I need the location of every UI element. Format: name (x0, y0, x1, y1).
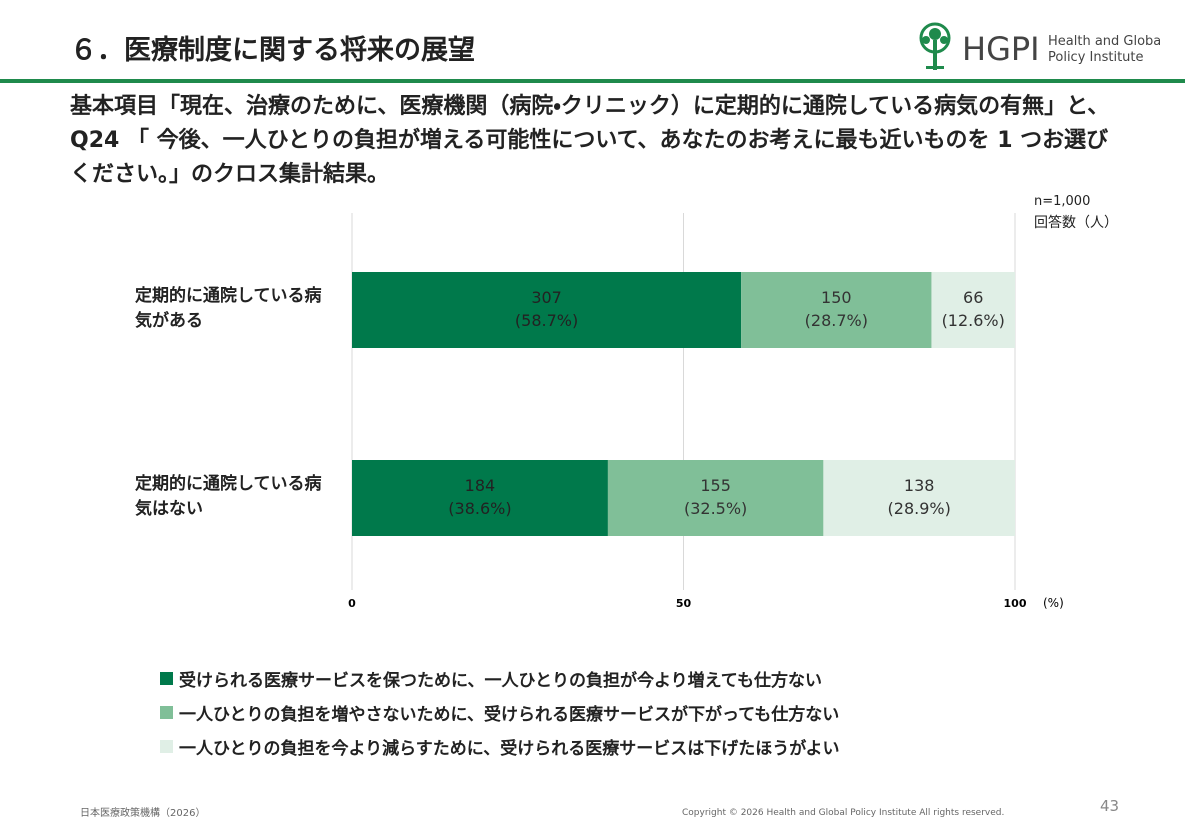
bar-percent-label: (58.7%) (515, 311, 578, 330)
bar-segment (741, 272, 932, 348)
bar-percent-label: (28.7%) (805, 311, 868, 330)
logo: HGPI Health and Global Policy Institute (919, 22, 1160, 70)
unit-note: 回答数（人） (1034, 215, 1118, 231)
bar-segment (352, 272, 742, 348)
logo-name: Health and Global (1048, 34, 1160, 49)
bar-segment (607, 460, 824, 536)
bar-percent-label: (28.9%) (888, 499, 951, 518)
legend-item: 一人ひとりの負担を今より減らすために、受けられる医療サービスは下げたほうがよい (160, 734, 839, 759)
x-axis-unit: (%) (1043, 596, 1064, 610)
logo-tree (919, 22, 951, 70)
sample-note: n=1,000 (1034, 194, 1091, 209)
legend-swatch (160, 740, 173, 753)
footer-org: 日本医療政策機構（2026） (80, 808, 206, 819)
bar-count-label: 307 (531, 288, 562, 307)
slide-title: ６．医療制度に関する将来の展望 (70, 35, 475, 66)
bar-percent-label: (12.6%) (942, 311, 1005, 330)
category-label: 定期的に通院している病気はない (135, 474, 322, 519)
legend-item: 受けられる医療サービスを保つために、一人ひとりの負担が今より増えても仕方ない (160, 666, 822, 691)
bar-count-label: 184 (465, 476, 496, 495)
legend-label: 一人ひとりの負担を増やさないために、受けられる医療サービスが下がっても仕方ない (179, 705, 840, 725)
bar-segment (352, 460, 608, 536)
legend-label: 一人ひとりの負担を今より減らすために、受けられる医療サービスは下げたほうがよい (179, 739, 840, 759)
bar-count-label: 138 (904, 476, 935, 495)
legend-swatch (160, 706, 173, 719)
x-tick-label: 100 (1004, 597, 1027, 610)
bar-segment (823, 460, 1015, 536)
category-label: 定期的に通院している病気がある (135, 286, 322, 331)
page-number: 43 (1100, 797, 1120, 815)
legend-swatch (160, 672, 173, 685)
legend-item: 一人ひとりの負担を増やさないために、受けられる医療サービスが下がっても仕方ない (160, 700, 839, 725)
bar-percent-label: (38.6%) (448, 499, 511, 518)
bar-percent-label: (32.5%) (684, 499, 747, 518)
bar-segment (931, 272, 1015, 348)
bar-count-label: 66 (963, 288, 983, 307)
bar-count-label: 155 (700, 476, 731, 495)
footer-copyright: Copyright © 2026 Health and Global Polic… (682, 808, 1005, 818)
logo-abbr: HGPI (962, 30, 1040, 68)
logo-name: Policy Institute (1048, 50, 1144, 65)
x-tick-label: 50 (676, 597, 692, 610)
bar-count-label: 150 (821, 288, 852, 307)
subtitle: 基本項目「現在、治療のために、医療機関（病院・クリニック）に定期的に通院している… (70, 94, 1110, 187)
legend-label: 受けられる医療サービスを保つために、一人ひとりの負担が今より増えても仕方ない (179, 671, 822, 691)
x-tick-label: 0 (348, 597, 356, 610)
header-rule (0, 79, 1185, 83)
